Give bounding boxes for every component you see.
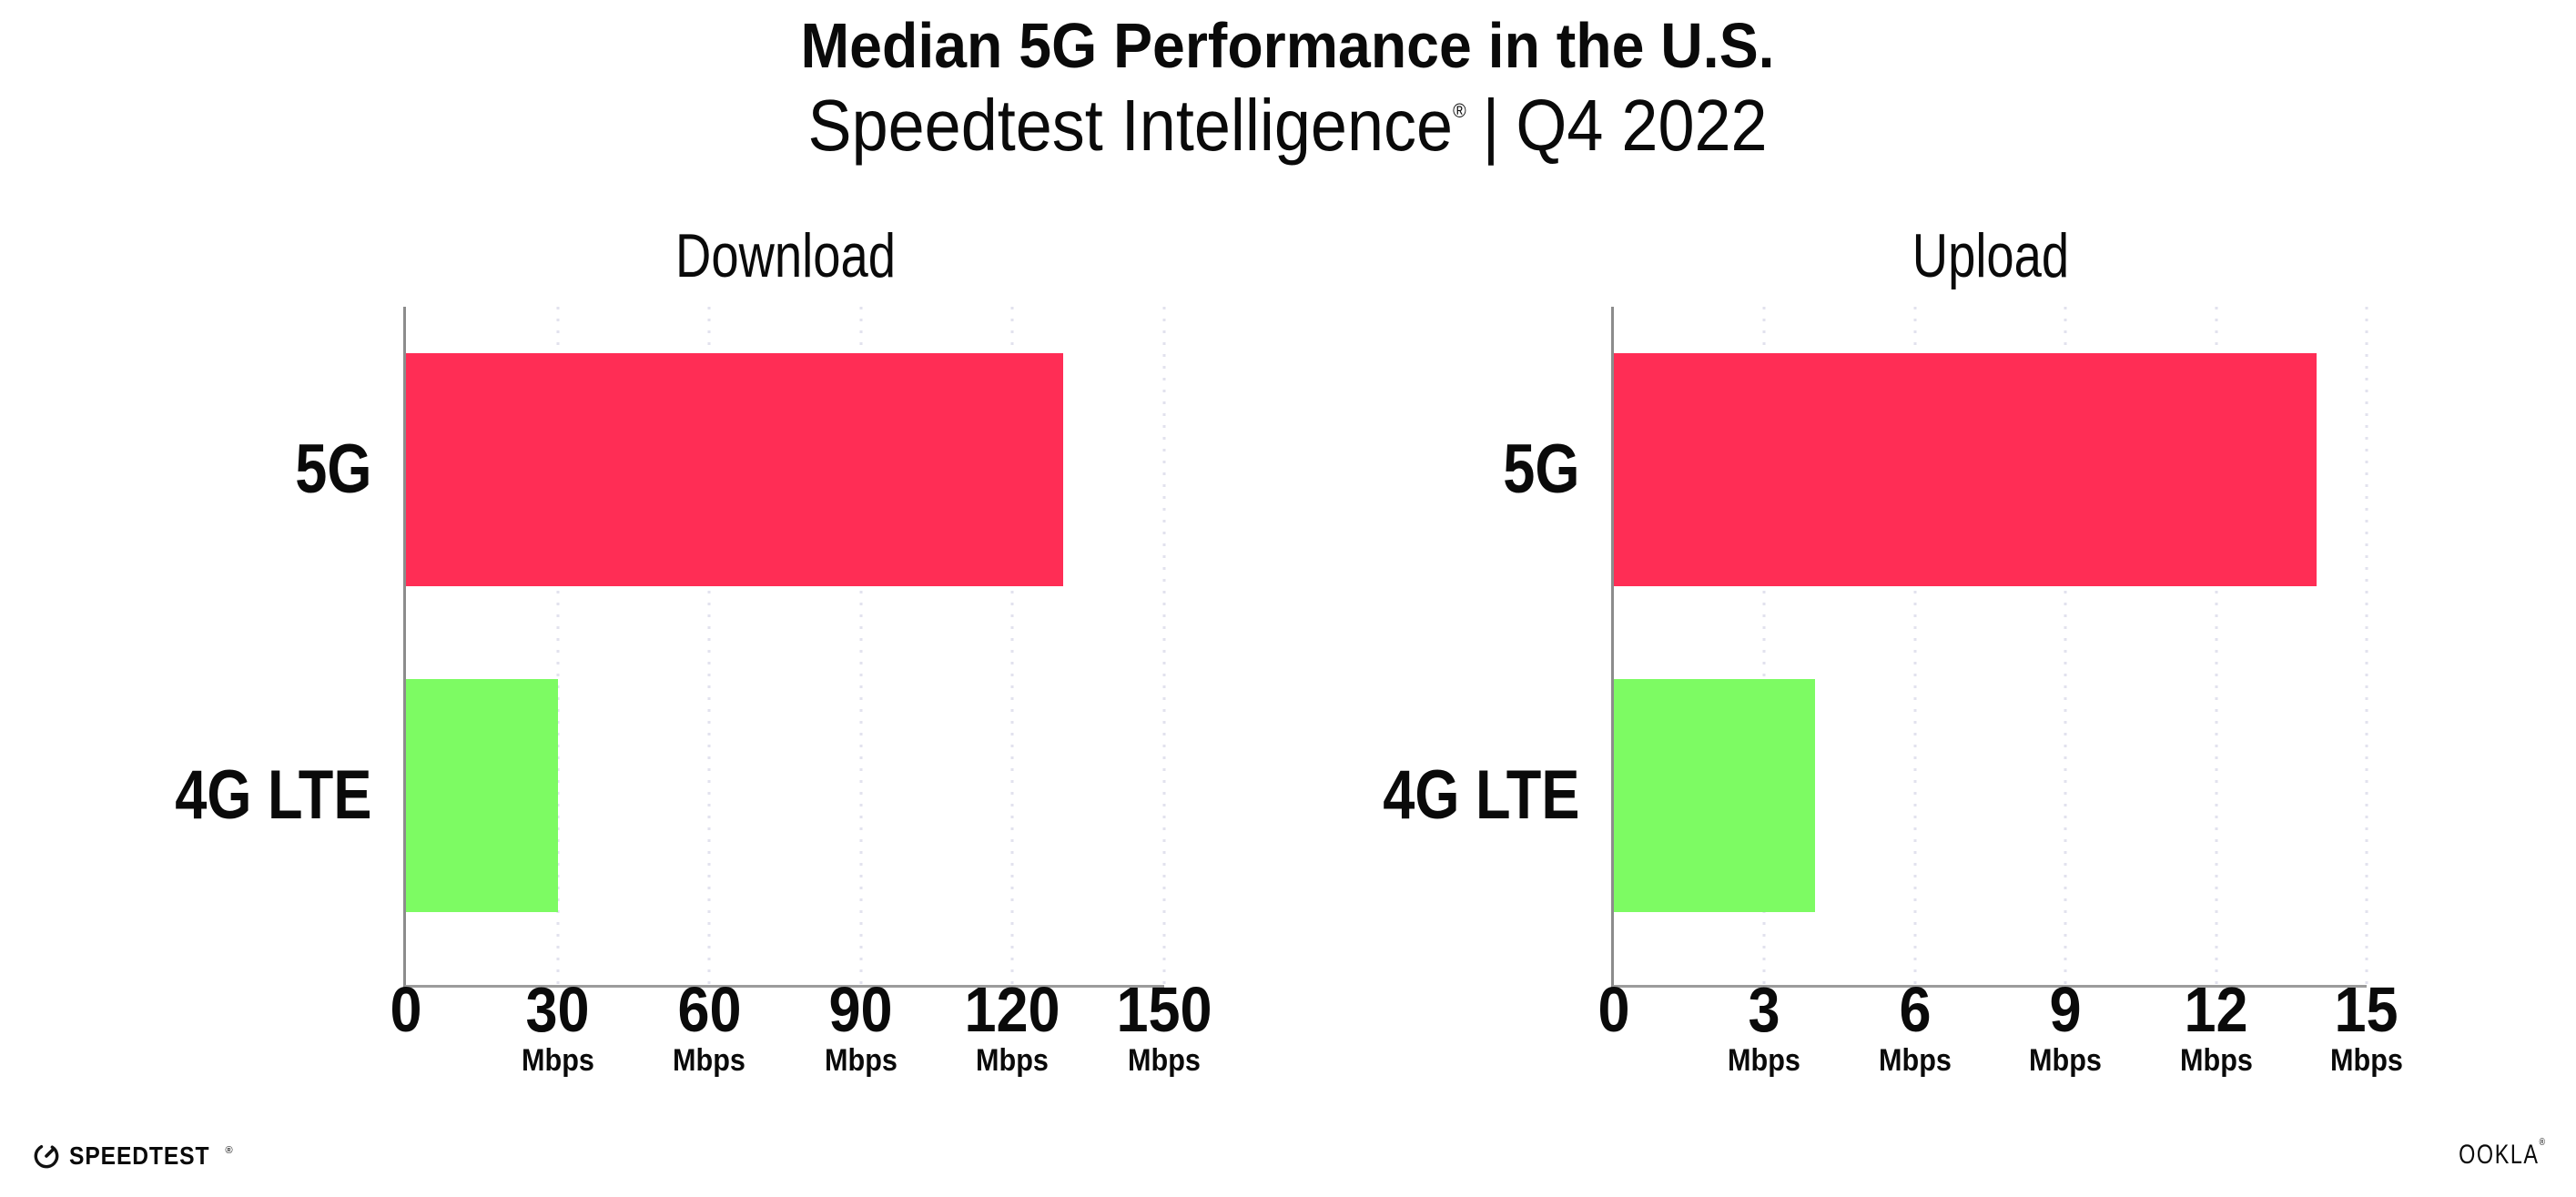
x-tick-12: 12 Mbps bbox=[2175, 978, 2257, 1076]
upload-chart-title-text: Upload bbox=[1912, 221, 2069, 290]
upload-4g-lte-bar bbox=[1614, 679, 1815, 912]
gridline-30-mbps bbox=[556, 307, 560, 985]
x-tick-value: 120 bbox=[964, 974, 1060, 1045]
gridline-120-mbps bbox=[1010, 307, 1014, 985]
subtitle-separator: | bbox=[1483, 85, 1500, 166]
x-tick-3: 3 Mbps bbox=[1724, 978, 1805, 1076]
download-chart-title: Download bbox=[647, 225, 922, 287]
upload-5g-bar bbox=[1614, 353, 2317, 586]
x-tick-120: 120 Mbps bbox=[959, 978, 1066, 1076]
x-tick-value: 0 bbox=[1597, 974, 1630, 1045]
x-tick-value: 60 bbox=[677, 974, 742, 1045]
gridline-12-mbps bbox=[2215, 307, 2218, 985]
x-tick-unit-label: Mbps bbox=[2330, 1043, 2403, 1078]
download-gridlines bbox=[406, 307, 1166, 985]
download-5g-bar bbox=[406, 353, 1063, 586]
ookla-logo: OOKLA® bbox=[2434, 1138, 2546, 1170]
download-4g-lte-bar bbox=[406, 679, 558, 912]
x-tick-value: 0 bbox=[390, 974, 422, 1045]
page-subtitle: Speedtest Intelligence® | Q4 2022 bbox=[0, 87, 2576, 164]
x-tick-15: 15 Mbps bbox=[2327, 978, 2408, 1076]
gridline-90-mbps bbox=[859, 307, 863, 985]
x-tick-150: 150 Mbps bbox=[1111, 978, 1218, 1076]
x-tick-value: 150 bbox=[1116, 974, 1212, 1045]
x-tick-6: 6 Mbps bbox=[1874, 978, 1955, 1076]
download-category-label-5g: 5G bbox=[294, 431, 371, 508]
x-tick-60: 60 Mbps bbox=[669, 978, 750, 1076]
ookla-registered-icon: ® bbox=[2539, 1137, 2546, 1148]
upload-gridlines bbox=[1614, 307, 2368, 985]
download-x-axis-ticks: 0 30 Mbps 60 Mbps 90 Mbps 120 Mbps 150 Mbps bbox=[390, 978, 1212, 1123]
x-tick-value: 12 bbox=[2184, 974, 2248, 1045]
upload-chart-plot: Upload 5G 4G LTE 0 3 Mbps 6 Mbps 9 Mbps 12 Mbps 1… bbox=[1383, 225, 2403, 1076]
page-title-text: Median 5G Performance in the U.S. bbox=[800, 10, 1776, 81]
page-subtitle-text: Speedtest Intelligence® | Q4 2022 bbox=[808, 87, 1768, 164]
x-tick-30: 30 Mbps bbox=[517, 978, 598, 1076]
x-tick-unit-label: Mbps bbox=[2179, 1043, 2253, 1078]
registered-trademark-icon: ® bbox=[1453, 99, 1467, 122]
speedtest-registered-icon: ® bbox=[225, 1145, 233, 1156]
ookla-logo-text: OOKLA bbox=[2458, 1140, 2540, 1170]
speedtest-logo: SPEEDTEST ® bbox=[31, 1140, 244, 1172]
upload-x-axis-ticks: 0 3 Mbps 6 Mbps 9 Mbps 12 Mbps 15 Mbps bbox=[1597, 978, 2402, 1123]
x-tick-9: 9 Mbps bbox=[2025, 978, 2106, 1076]
upload-category-label-4g-lte: 4G LTE bbox=[1382, 756, 1579, 834]
x-tick-unit-label: Mbps bbox=[1728, 1043, 1801, 1078]
gridline-6-mbps bbox=[1913, 307, 1917, 985]
speedtest-gauge-icon bbox=[34, 1143, 59, 1169]
gridline-150-mbps bbox=[1162, 307, 1166, 985]
gridline-60-mbps bbox=[707, 307, 711, 985]
gridline-3-mbps bbox=[1762, 307, 1766, 985]
download-category-label-4g-lte: 4G LTE bbox=[174, 756, 371, 834]
x-tick-value: 15 bbox=[2334, 974, 2399, 1045]
x-tick-unit-label: Mbps bbox=[521, 1043, 594, 1078]
x-tick-value: 6 bbox=[1899, 974, 1932, 1045]
x-tick-unit-label: Mbps bbox=[673, 1043, 746, 1078]
x-tick-value: 9 bbox=[2049, 974, 2082, 1045]
x-tick-90: 90 Mbps bbox=[820, 978, 901, 1076]
x-tick-unit-label: Mbps bbox=[976, 1043, 1050, 1078]
download-chart-title-text: Download bbox=[674, 221, 896, 290]
download-chart-plot: Download 5G 4G LTE 0 30 Mbps 60 Mbps 90 Mbps 12… bbox=[175, 225, 1212, 1076]
x-tick-0: 0 bbox=[1597, 978, 1632, 1041]
x-tick-unit-label: Mbps bbox=[2029, 1043, 2103, 1078]
subtitle-product: Speedtest Intelligence bbox=[807, 85, 1454, 166]
gridline-15-mbps bbox=[2365, 307, 2368, 985]
x-tick-unit-label: Mbps bbox=[824, 1043, 898, 1078]
x-tick-0: 0 bbox=[389, 978, 424, 1041]
x-tick-unit-label: Mbps bbox=[1878, 1043, 1952, 1078]
subtitle-period: Q4 2022 bbox=[1516, 85, 1769, 166]
gridline-9-mbps bbox=[2064, 307, 2067, 985]
upload-chart-title: Upload bbox=[1892, 225, 2089, 287]
speedtest-logo-text: SPEEDTEST bbox=[69, 1141, 210, 1170]
x-tick-value: 30 bbox=[525, 974, 590, 1045]
x-tick-unit-label: Mbps bbox=[1128, 1043, 1201, 1078]
x-tick-value: 3 bbox=[1748, 974, 1780, 1045]
upload-category-label-5g: 5G bbox=[1502, 431, 1579, 508]
page-title: Median 5G Performance in the U.S. bbox=[0, 10, 2576, 81]
x-tick-value: 90 bbox=[828, 974, 893, 1045]
